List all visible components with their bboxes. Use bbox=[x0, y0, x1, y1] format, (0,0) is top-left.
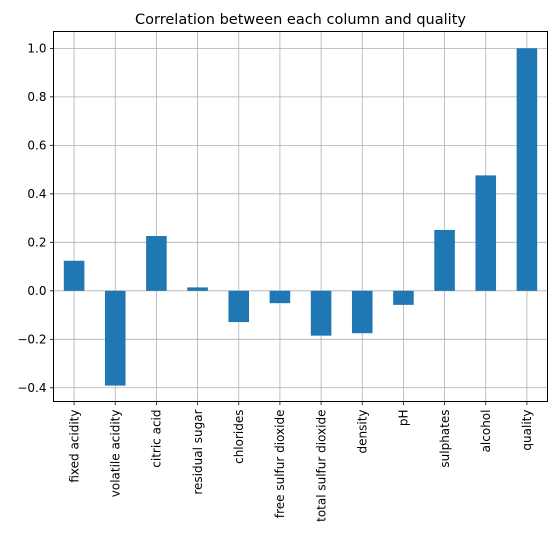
y-tick-label: 0.8 bbox=[27, 90, 46, 104]
bar-total-sulfur-dioxide bbox=[310, 290, 332, 336]
bar-free-sulfur-dioxide bbox=[269, 290, 291, 304]
y-tick-label: 1.0 bbox=[27, 42, 46, 56]
x-category-label: quality bbox=[520, 410, 534, 451]
x-category-label: citric acid bbox=[150, 410, 164, 468]
x-category-label: fixed acidity bbox=[67, 410, 81, 483]
y-tick-label: 0.2 bbox=[27, 236, 46, 250]
bar-ph bbox=[393, 290, 414, 305]
bar-density bbox=[351, 290, 373, 334]
y-tick-label: −0.4 bbox=[17, 381, 46, 395]
x-category-label: free sulfur dioxide bbox=[273, 410, 287, 519]
bar-chlorides bbox=[228, 290, 250, 323]
y-tick-label: 0.0 bbox=[27, 284, 46, 298]
bar-sulphates bbox=[434, 229, 455, 291]
bar-fixed-acidity bbox=[63, 260, 85, 291]
grid-layer bbox=[53, 31, 548, 402]
bar-quality bbox=[516, 48, 538, 291]
x-category-label: total sulfur dioxide bbox=[314, 410, 328, 522]
x-category-label: density bbox=[356, 410, 370, 454]
y-tick-label: −0.2 bbox=[17, 333, 46, 347]
axis-layer: −0.4 −0.2 0.0 0.2 0.4 0.6 0.8 1.0 fixed acidity v… bbox=[17, 42, 534, 522]
x-category-label: chlorides bbox=[232, 410, 246, 464]
bar-alcohol bbox=[475, 175, 497, 291]
plot-frame bbox=[53, 31, 548, 402]
bar-volatile-acidity bbox=[104, 290, 126, 386]
x-category-label: pH bbox=[397, 410, 411, 427]
x-category-label: residual sugar bbox=[191, 409, 205, 494]
x-category-label: sulphates bbox=[438, 410, 452, 468]
y-tick-label: 0.4 bbox=[27, 187, 46, 201]
x-category-label: alcohol bbox=[479, 410, 493, 453]
y-tick-label: 0.6 bbox=[27, 139, 46, 153]
bar-layer bbox=[63, 48, 538, 386]
chart-title: Correlation between each column and qual… bbox=[135, 12, 466, 28]
bar-residual-sugar bbox=[187, 287, 208, 291]
x-category-label: volatile acidity bbox=[109, 410, 123, 498]
bar-citric-acid bbox=[146, 236, 167, 291]
